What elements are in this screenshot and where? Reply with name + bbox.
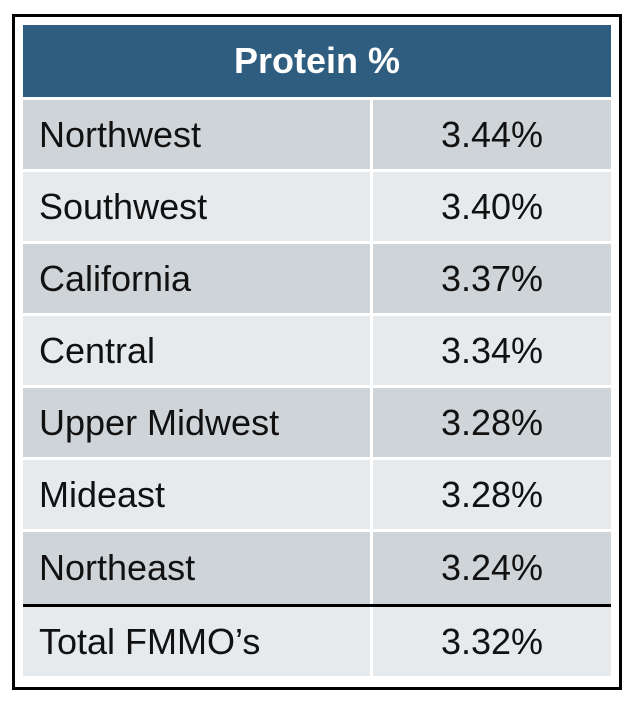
protein-value: 3.34% — [373, 316, 611, 385]
table-row: Mideast 3.28% — [23, 460, 611, 532]
total-row: Total FMMO’s 3.32% — [23, 604, 611, 676]
protein-value: 3.40% — [373, 172, 611, 241]
table-row: California 3.37% — [23, 244, 611, 316]
protein-value: 3.37% — [373, 244, 611, 313]
region-label: Northwest — [23, 100, 373, 169]
total-label: Total FMMO’s — [23, 607, 373, 676]
region-label: Southwest — [23, 172, 373, 241]
table-row: Central 3.34% — [23, 316, 611, 388]
region-label: Northeast — [23, 532, 373, 604]
region-label: California — [23, 244, 373, 313]
table-row: Southwest 3.40% — [23, 172, 611, 244]
table-frame: Protein % Northwest 3.44% Southwest 3.40… — [12, 14, 622, 690]
table-row: Northeast 3.24% — [23, 532, 611, 604]
protein-value: 3.28% — [373, 460, 611, 529]
table-row: Northwest 3.44% — [23, 100, 611, 172]
region-label: Upper Midwest — [23, 388, 373, 457]
protein-value: 3.24% — [373, 532, 611, 604]
region-label: Central — [23, 316, 373, 385]
protein-value: 3.44% — [373, 100, 611, 169]
table-row: Upper Midwest 3.28% — [23, 388, 611, 460]
total-value: 3.32% — [373, 607, 611, 676]
table-header: Protein % — [23, 25, 611, 100]
region-label: Mideast — [23, 460, 373, 529]
protein-value: 3.28% — [373, 388, 611, 457]
protein-table: Protein % Northwest 3.44% Southwest 3.40… — [23, 25, 611, 676]
